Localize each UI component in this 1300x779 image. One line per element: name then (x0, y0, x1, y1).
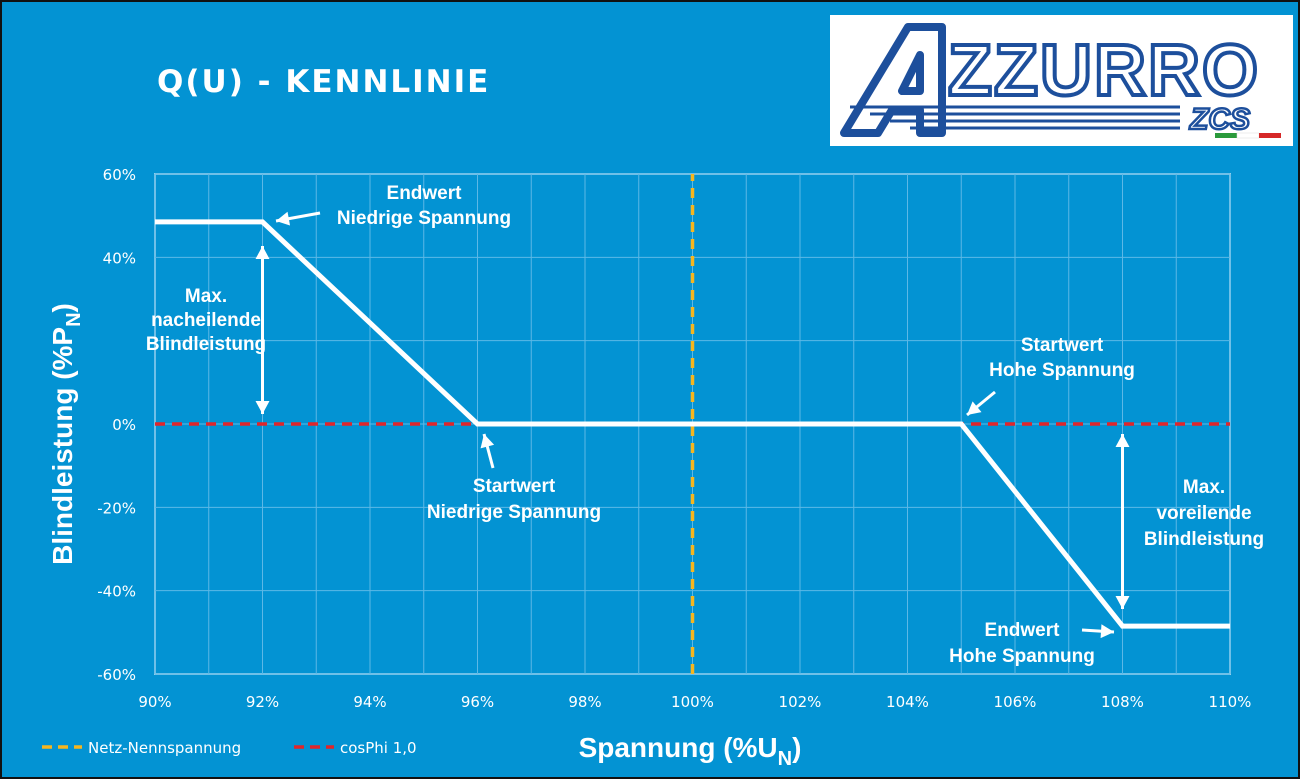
y-tick-label: 40% (103, 249, 136, 267)
annotation-label: nacheilende (151, 310, 261, 331)
annotation-label: Endwert (387, 183, 463, 204)
annotation-label: Startwert (1021, 335, 1104, 356)
y-tick-label: -60% (97, 666, 136, 684)
arrow-head (1100, 624, 1114, 639)
x-axis-label: Spannung (%UN) (579, 732, 802, 770)
annotation-label: voreilende (1156, 503, 1251, 524)
legend-label-cosphi: cosPhi 1,0 (340, 739, 417, 757)
annotation-label: Max. (1183, 477, 1225, 498)
y-tick-label: -20% (97, 499, 136, 517)
y-tick-label: 0% (112, 416, 136, 434)
annotation-label: Startwert (473, 476, 556, 497)
legend-label-nennspannung: Netz-Nennspannung (88, 739, 241, 757)
series-qu-curve (155, 219, 1230, 629)
annotation-label: Endwert (985, 620, 1061, 641)
y-tick-label: 60% (103, 166, 136, 184)
svg-text:ZZURRO: ZZURRO (948, 31, 1260, 111)
azzurro-logo-graphic: ZZURRO ZCS (840, 23, 1281, 139)
arrow-head (967, 401, 982, 415)
arrow-head (480, 434, 495, 449)
x-tick-label: 94% (353, 693, 386, 711)
annotation-label: Blindleistung (1144, 529, 1264, 550)
arrow-head (1115, 434, 1130, 447)
annotation-label: Max. (185, 286, 227, 307)
annotation-label: Niedrige Spannung (337, 208, 511, 229)
page-title: Q(U) - KENNLINIE (157, 64, 491, 100)
annotation-label: Niedrige Spannung (427, 502, 601, 523)
x-tick-label: 100% (671, 693, 714, 711)
x-tick-label: 110% (1209, 693, 1252, 711)
x-tick-label: 90% (138, 693, 171, 711)
x-tick-label: 92% (246, 693, 279, 711)
x-tick-label: 98% (568, 693, 601, 711)
y-axis-label: Blindleistung (%PN) (47, 303, 85, 565)
annotation-label: Blindleistung (146, 334, 266, 355)
chart-ticks: 90% 92% 94% 96% 98% 100% 102% 104% 106% 108% 110% 6… (97, 166, 1251, 711)
x-tick-label: 108% (1101, 693, 1144, 711)
legend: Netz-Nennspannung cosPhi 1,0 (42, 739, 417, 757)
arrow-head (255, 401, 270, 414)
y-tick-label: -40% (97, 583, 136, 601)
arrow-head (1115, 596, 1130, 609)
svg-text:ZCS: ZCS (1189, 103, 1250, 136)
azzurro-logo: ZZURRO ZCS (830, 15, 1293, 146)
x-tick-label: 106% (994, 693, 1037, 711)
arrow-head (255, 246, 270, 259)
chart-series (155, 174, 1230, 674)
x-tick-label: 104% (886, 693, 929, 711)
x-tick-label: 96% (461, 693, 494, 711)
chart-annotations: Endwert Niedrige Spannung Max. nacheilende B… (146, 183, 1264, 667)
x-tick-label: 102% (779, 693, 822, 711)
arrow-head (276, 211, 291, 226)
annotation-label: Hohe Spannung (949, 646, 1095, 667)
annotation-label: Hohe Spannung (989, 360, 1135, 381)
